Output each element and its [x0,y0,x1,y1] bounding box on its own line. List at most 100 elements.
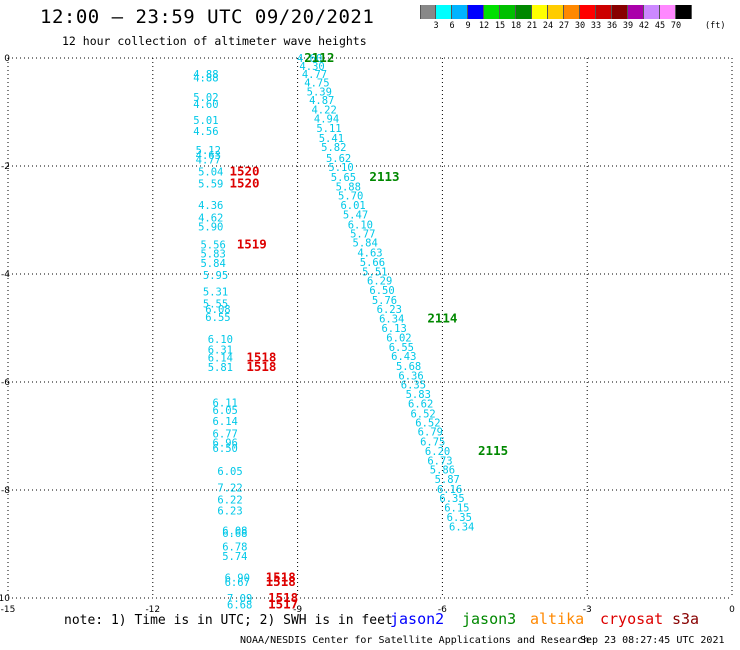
swh-value-label: 5.84 [353,238,378,250]
swh-value-label: 4.62 [198,212,223,224]
color-legend-unit: (ft) [705,21,726,31]
swh-value-label: 6.50 [213,443,238,455]
pass-time-label: 1518 [266,574,296,589]
swh-value-label: 6.35 [401,380,426,392]
legend-label: 15 [494,21,506,31]
x-tick-label: -12 [145,605,160,615]
legend-label: 70 [670,21,682,31]
swh-value-label: 4.30 [299,61,324,73]
swh-value-label: 6.13 [381,323,406,335]
legend-swatch [484,5,500,19]
swh-value-label: 4.60 [193,99,218,111]
swh-value-label: 6.90 [225,572,250,584]
swh-value-label: 7.22 [217,482,242,494]
swh-value-label: 5.82 [321,142,346,154]
mission-label-cryosat: cryosat [600,610,664,628]
swh-value-label: 5.59 [198,178,223,190]
swh-value-label: 6.35 [447,512,472,524]
legend-label: 27 [558,21,570,31]
pass-time-label: 1520 [229,163,259,178]
swh-value-label: 6.22 [217,495,242,507]
legend-label: 18 [510,21,522,31]
legend-swatch [612,5,628,19]
swh-value-label: 4.56 [193,126,218,138]
swh-value-label: 4.88 [193,69,218,81]
swh-value-label: 4.77 [196,155,221,167]
swh-value-label: 6.29 [367,275,392,287]
time-labels: 2112211321142115152015201519151815181518… [229,50,508,611]
swh-value-label: 6.20 [425,446,450,458]
swh-value-label: 6.01 [340,200,365,212]
swh-value-label: 6.02 [386,333,411,345]
swh-value-label: 5.41 [319,133,344,145]
y-tick-label: -2 [1,162,10,172]
legend-swatch [452,5,468,19]
swh-value-label: 4.88 [193,72,218,84]
swh-value-label: 6.73 [427,455,452,467]
swh-value-label: 5.81 [208,362,233,374]
swh-value-label: 6.62 [408,399,433,411]
swh-value-label: 5.02 [193,92,218,104]
swh-value-label: 6.05 [217,466,242,478]
swh-value-label: 4.60 [297,53,322,65]
pass-time-label: 1518 [266,569,296,584]
swh-value-label: 5.68 [396,361,421,373]
swh-value-label: 4.77 [302,69,327,81]
pass-time-label: 2114 [427,310,457,325]
swh-value-label: 5.88 [336,182,361,194]
swh-value-label: 5.66 [360,257,385,269]
swh-value-label: 5.12 [196,145,221,157]
pass-time-label: 1518 [246,359,276,374]
swh-value-label: 6.78 [222,542,247,554]
swh-value-label: 6.43 [391,351,416,363]
legend-label: 24 [542,21,554,31]
x-tick-label: -9 [293,605,302,615]
swh-value-label: 5.62 [326,153,351,165]
swh-value-label: 6.75 [420,436,445,448]
legend-label: 36 [606,21,618,31]
swh-value-label: 4.87 [309,95,334,107]
swh-value-label: 6.08 [222,526,247,538]
data-points: 4.884.885.024.605.014.565.124.634.775.04… [193,53,474,611]
mission-label-jason3: jason3 [462,610,517,628]
pass-time-label: 1518 [246,350,276,365]
y-tick-label: -10 [0,594,10,604]
color-legend [420,5,692,19]
pass-time-label: 1517 [268,596,298,611]
swh-value-label: 5.51 [362,266,387,278]
swh-value-label: 6.35 [439,493,464,505]
y-tick-label: -4 [1,270,10,280]
x-tick-label: -15 [1,605,16,615]
swh-value-label: 6.67 [225,577,250,589]
swh-value-label: 5.10 [328,162,353,174]
legend-swatch [564,5,580,19]
legend-swatch [436,5,452,19]
swh-value-label: 6.55 [205,312,230,324]
swh-value-label: 5.84 [200,258,225,270]
y-tick-label: 0 [4,54,10,64]
legend-label: 6 [449,21,455,31]
swh-value-label: 6.14 [213,416,238,428]
swh-value-label: 6.31 [208,345,233,357]
pass-time-label: 2115 [478,443,508,458]
pass-time-label: 1519 [237,236,267,251]
swh-value-label: 5.83 [200,248,225,260]
swh-value-label: 6.23 [217,506,242,518]
swh-value-label: 5.04 [198,166,223,178]
swh-value-label: 6.52 [410,408,435,420]
swh-value-label: 5.86 [430,464,455,476]
swh-value-label: 5.11 [316,123,341,135]
swh-value-label: 5.39 [307,86,332,98]
x-tick-label: -6 [438,605,447,615]
swh-value-label: 5.47 [343,210,368,222]
legend-swatch [500,5,516,19]
legend-swatch [548,5,564,19]
swh-value-label: 7.09 [227,593,252,605]
swh-value-label: 6.08 [205,304,230,316]
legend-swatch [644,5,660,19]
y-tick-label: -8 [1,486,10,496]
swh-value-label: 6.34 [379,313,404,325]
swh-value-label: 6.10 [208,334,233,346]
x-tick-label: -3 [583,605,592,615]
swh-value-label: 5.31 [203,286,228,298]
